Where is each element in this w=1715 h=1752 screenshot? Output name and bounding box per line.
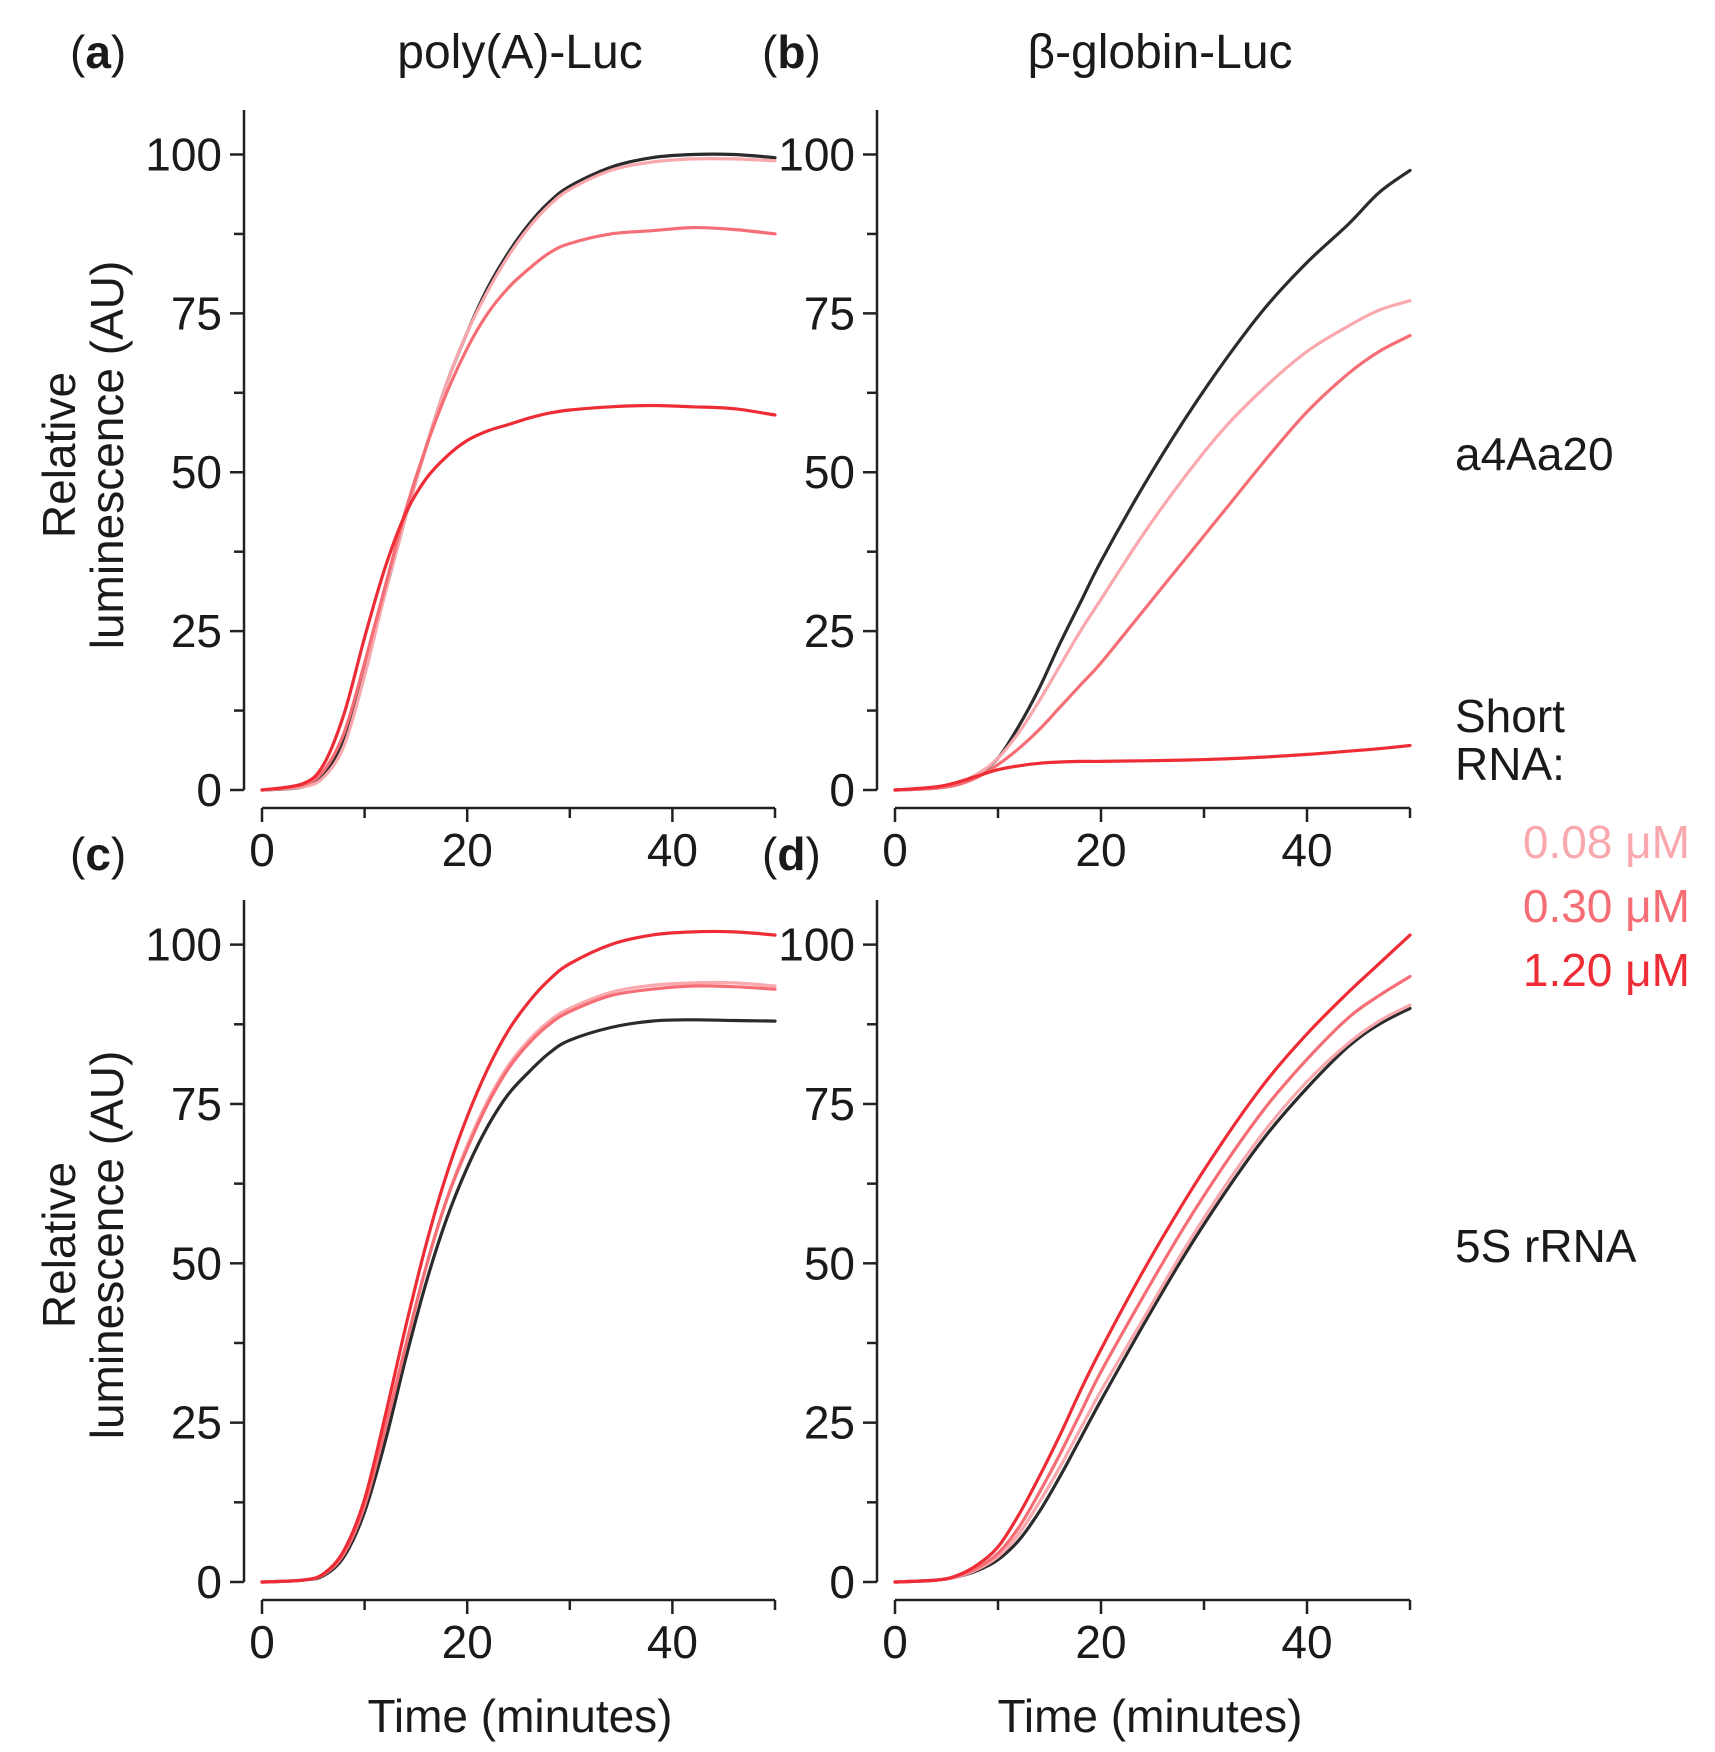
y-tick-label: 75 <box>171 1078 222 1130</box>
y-tick-label: 25 <box>804 1397 855 1449</box>
y-tick-label: 50 <box>804 1237 855 1289</box>
legend-item-1-20: 1.20 μM <box>1523 944 1690 996</box>
series-line-c120 <box>893 743 1412 792</box>
series-line-c030 <box>260 984 777 1584</box>
column-title-poly-a-luc: poly(A)-Luc <box>397 26 642 79</box>
legend-title-line1: Short <box>1455 690 1565 742</box>
x-tick-label: 20 <box>1075 824 1126 876</box>
legend: Short RNA: 0.08 μM 0.30 μM 1.20 μM <box>1455 690 1690 996</box>
series-line-control <box>893 168 1412 792</box>
x-tick-label: 20 <box>442 824 493 876</box>
x-tick-label: 20 <box>442 1616 493 1668</box>
x-tick-label: 0 <box>882 1616 908 1668</box>
row-label-5s-rrna: 5S rRNA <box>1455 1220 1637 1272</box>
x-tick-label: 40 <box>1281 824 1332 876</box>
series-line-c008 <box>893 299 1412 792</box>
y-tick-label: 0 <box>196 1556 222 1608</box>
y-tick-label: 0 <box>829 764 855 816</box>
x-tick-label: 0 <box>882 824 908 876</box>
y-axis-title-bottom-line2: luminescence (AU) <box>81 1051 133 1440</box>
y-tick-label: 50 <box>171 446 222 498</box>
x-axis-title-right: Time (minutes) <box>998 1690 1303 1742</box>
legend-item-0-30: 0.30 μM <box>1523 880 1690 932</box>
panel-a: (a) 0 25 50 75 100 0 20 40 <box>70 26 777 876</box>
x-axis-title-left: Time (minutes) <box>368 1690 673 1742</box>
panel-letter-b: (b) <box>762 26 821 78</box>
y-axis-title-bottom-line1: Relative <box>33 1162 85 1328</box>
x-tick-label: 40 <box>1281 1616 1332 1668</box>
legend-title-line2: RNA: <box>1455 738 1565 790</box>
y-tick-label: 100 <box>145 128 222 180</box>
column-title-beta-globin-luc: β-globin-Luc <box>1027 26 1292 79</box>
y-axis-title-bottom: Relative luminescence (AU) <box>33 1051 133 1440</box>
series-line-c120 <box>260 403 777 792</box>
series-line-c030 <box>893 334 1412 792</box>
y-tick-label: 75 <box>804 1078 855 1130</box>
panel-c: (c) 0 25 50 75 100 0 20 40 <box>70 828 777 1668</box>
x-tick-label: 0 <box>249 824 275 876</box>
y-tick-label: 100 <box>778 919 855 971</box>
panel-letter-a: (a) <box>70 26 126 78</box>
series-line-control <box>260 1018 777 1584</box>
x-tick-label: 0 <box>249 1616 275 1668</box>
legend-item-0-08: 0.08 μM <box>1523 816 1690 868</box>
y-axis-title-top-line1: Relative <box>33 372 85 538</box>
series-line-c120 <box>260 929 777 1584</box>
x-tick-label: 40 <box>647 824 698 876</box>
y-tick-label: 25 <box>171 605 222 657</box>
series-line-c008 <box>260 157 777 792</box>
panel-b: (b) 0 25 50 75 100 0 20 40 <box>762 26 1412 876</box>
y-tick-label: 75 <box>804 287 855 339</box>
x-tick-label: 20 <box>1075 1616 1126 1668</box>
series-line-c030 <box>893 974 1412 1584</box>
series-line-control <box>260 152 777 792</box>
x-tick-label: 40 <box>647 1616 698 1668</box>
series-line-c008 <box>893 1003 1412 1584</box>
y-tick-label: 50 <box>171 1237 222 1289</box>
series-line-c120 <box>893 933 1412 1584</box>
y-tick-label: 100 <box>778 128 855 180</box>
y-axis-title-top-line2: luminescence (AU) <box>81 261 133 650</box>
panel-d: (d) 0 25 50 75 100 0 20 40 <box>762 828 1412 1668</box>
y-axis-title-top: Relative luminescence (AU) <box>33 261 133 650</box>
y-tick-label: 25 <box>171 1397 222 1449</box>
y-tick-label: 0 <box>829 1556 855 1608</box>
panel-letter-c: (c) <box>70 828 126 880</box>
series-line-control <box>893 1006 1412 1584</box>
y-tick-label: 75 <box>171 287 222 339</box>
y-tick-label: 25 <box>804 605 855 657</box>
y-tick-label: 0 <box>196 764 222 816</box>
panel-letter-d: (d) <box>762 828 821 880</box>
series-line-c030 <box>260 225 777 792</box>
y-tick-label: 100 <box>145 919 222 971</box>
row-label-a4aa20: a4Aa20 <box>1455 428 1614 480</box>
y-tick-label: 50 <box>804 446 855 498</box>
series-line-c008 <box>260 980 777 1584</box>
